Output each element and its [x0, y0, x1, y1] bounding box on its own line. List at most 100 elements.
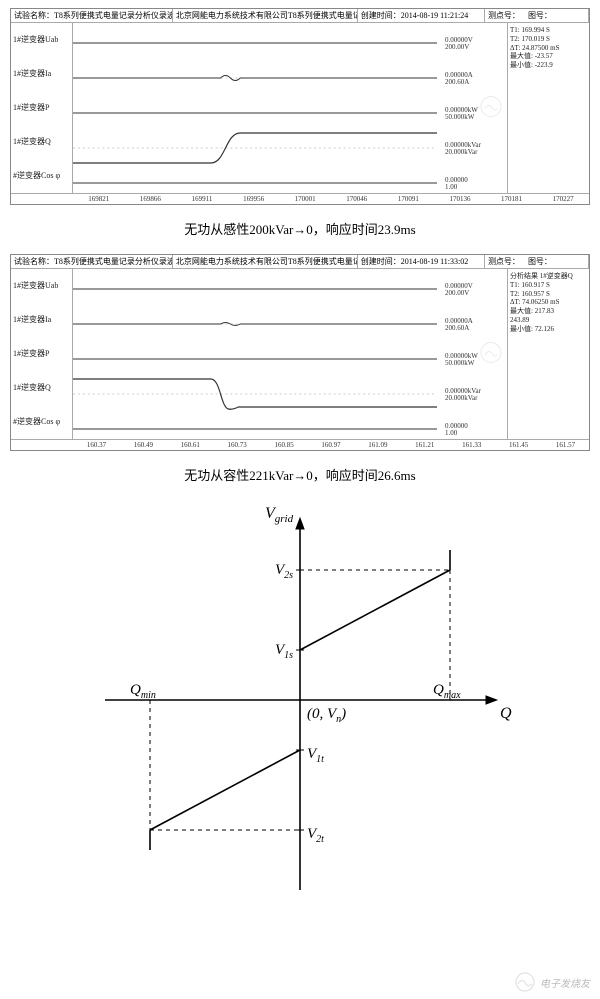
panel2-mini-watermark [479, 341, 503, 368]
qv-label-qmin: Qmin [130, 682, 156, 701]
panel2-ylabel-cos: #逆变器Cos φ [13, 418, 72, 426]
panel1-point-label: 测点号： [488, 11, 520, 20]
panel1-ylabel-q: 1#逆变器Q [13, 138, 72, 146]
panel2-ylabels: 1#逆变器Uab 1#逆变器Ia 1#逆变器P 1#逆变器Q #逆变器Cos φ [11, 269, 73, 439]
panel2-experiment-name: 试验名称：T8系列便携式电量记录分析仪录波试验 [11, 255, 173, 268]
panel2-body: 1#逆变器Uab 1#逆变器Ia 1#逆变器P 1#逆变器Q #逆变器Cos φ… [11, 269, 589, 439]
qv-label-v1s: V1s [275, 642, 293, 661]
panel2-readout-t2: T2: 160.957 S [510, 290, 587, 299]
qv-lower-line [150, 750, 300, 830]
panel2-xtick: 160.73 [214, 441, 261, 449]
panel1-xaxis: 169821 169866 169911 169956 170001 17004… [11, 193, 589, 204]
panel1-readout-min: 最小值: -223.9 [510, 61, 587, 70]
panel2-readout-min: 最小值: 72.126 [510, 325, 587, 334]
panel1-scale-ia: 0.00000A200.60A [445, 72, 505, 86]
panel1-traces-svg [73, 23, 437, 193]
panel2-readout: 分析结果 1#逆变器Q T1: 160.917 S T2: 160.957 S … [507, 269, 589, 439]
oscilloscope-panel-1: 试验名称：T8系列便携式电量记录分析仪录波试验 北京网能电力系统技术有限公司T8… [10, 8, 590, 205]
panel1-xtick: 169866 [125, 195, 177, 203]
panel2-header: 试验名称：T8系列便携式电量记录分析仪录波试验 北京网能电力系统技术有限公司T8… [11, 255, 589, 269]
panel1-ylabel-ia: 1#逆变器Ia [13, 70, 72, 78]
panel1-xtick: 170091 [383, 195, 435, 203]
qv-label-origin: (0, Vn) [307, 706, 346, 725]
panel2-xtick: 160.49 [120, 441, 167, 449]
panel2-xtick: 161.09 [354, 441, 401, 449]
panel2-xaxis: 160.37 160.49 160.61 160.73 160.85 160.9… [11, 439, 589, 450]
panel1-experiment-name: 试验名称：T8系列便携式电量记录分析仪录波试验 [11, 9, 173, 22]
qv-label-q: Q [500, 705, 512, 722]
panel1-ylabel-uab: 1#逆变器Uab [13, 36, 72, 44]
panel1-readout-max: 最大值: -23.57 [510, 52, 587, 61]
qv-label-v2s: V2s [275, 562, 293, 581]
panel2-scale-q: 0.00000kVar20.000kVar [445, 388, 505, 402]
panel2-point-label: 测点号： [488, 257, 520, 266]
panel2-point-no: 测点号： 图号： [485, 255, 589, 268]
panel1-ylabels: 1#逆变器Uab 1#逆变器Ia 1#逆变器P 1#逆变器Q #逆变器Cos φ [11, 23, 73, 193]
wave-icon [514, 971, 536, 993]
panel1-readout-dt: ΔT: 24.87500 mS [510, 44, 587, 53]
panel2-ylabel-q: 1#逆变器Q [13, 384, 72, 392]
panel2-readout-max: 最大值: 217.83 [510, 307, 587, 316]
panel1-plot: 0.00000V200.00V 0.00000A200.60A 0.00000k… [73, 23, 507, 193]
panel1-ylabel-cos: #逆变器Cos φ [13, 172, 72, 180]
qv-label-v2t: V2t [307, 826, 324, 845]
panel2-xtick: 160.97 [308, 441, 355, 449]
panel1-scale-uab: 0.00000V200.00V [445, 37, 505, 51]
panel1-xtick: 170227 [537, 195, 589, 203]
panel2-xtick: 161.45 [495, 441, 542, 449]
qv-label-qmax: Qmax [433, 682, 461, 701]
caption-1: 无功从感性200kVar→0，响应时间23.9ms [10, 219, 590, 238]
qv-svg: Vgrid Q (0, Vn) V2s V1s V1t V2t Qmin Qma… [85, 500, 515, 900]
panel1-readout-t1: T1: 169.994 S [510, 26, 587, 35]
panel1-point-no: 测点号： 图号： [485, 9, 589, 22]
panel1-readout: T1: 169.994 S T2: 170.019 S ΔT: 24.87500… [507, 23, 589, 193]
page-root: { "page": { "width": 600, "height": 999,… [0, 0, 600, 999]
panel1-title: 北京网能电力系统技术有限公司T8系列便携式电量记录分析仪录波曲线 [173, 9, 358, 22]
panel1-xtick: 170136 [434, 195, 486, 203]
site-watermark: 电子发烧友 [514, 971, 590, 993]
qv-label-v1t: V1t [307, 746, 324, 765]
panel2-readout-dt: ΔT: 74.06250 mS [510, 298, 587, 307]
panel2-scale-cos: 0.000001.00 [445, 423, 505, 437]
panel1-xtick: 170181 [486, 195, 538, 203]
panel2-title: 北京网能电力系统技术有限公司T8系列便携式电量记录分析仪录波曲线 [173, 255, 358, 268]
panel1-xtick: 169956 [228, 195, 280, 203]
panel2-trace-ia [73, 323, 437, 326]
panel1-trace-ia [73, 76, 437, 81]
qv-upper-line [300, 570, 450, 650]
panel2-create-time: 创建时间：2014-08-19 11:33:02 [358, 255, 485, 268]
panel1-xtick: 170001 [279, 195, 331, 203]
panel2-xtick: 161.33 [448, 441, 495, 449]
panel1-xtick: 169911 [176, 195, 228, 203]
panel2-readout-t1: T1: 160.917 S [510, 281, 587, 290]
panel2-xtick: 160.61 [167, 441, 214, 449]
panel2-xtick: 161.57 [542, 441, 589, 449]
qv-label-vgrid: Vgrid [265, 505, 294, 525]
panel2-xtick: 161.21 [401, 441, 448, 449]
panel2-ylabel-ia: 1#逆变器Ia [13, 316, 72, 324]
panel2-fig-label: 图号： [528, 257, 552, 266]
panel1-readout-t2: T2: 170.019 S [510, 35, 587, 44]
panel1-xtick: 169821 [73, 195, 125, 203]
panel2-plot: 0.00000V200.00V 0.00000A200.60A 0.00000k… [73, 269, 507, 439]
caption-2: 无功从容性221kVar→0，响应时间26.6ms [10, 465, 590, 484]
panel1-xtick: 170046 [331, 195, 383, 203]
panel1-ylabel-p: 1#逆变器P [13, 104, 72, 112]
panel2-xtick: 160.37 [73, 441, 120, 449]
oscilloscope-panel-2: 试验名称：T8系列便携式电量记录分析仪录波试验 北京网能电力系统技术有限公司T8… [10, 254, 590, 451]
panel1-scale-cos: 0.000001.00 [445, 177, 505, 191]
panel2-ylabel-p: 1#逆变器P [13, 350, 72, 358]
qv-diagram: Vgrid Q (0, Vn) V2s V1s V1t V2t Qmin Qma… [85, 500, 515, 900]
panel1-mini-watermark [479, 95, 503, 122]
panel2-scale-ia: 0.00000A200.60A [445, 318, 505, 332]
panel1-fig-label: 图号： [528, 11, 552, 20]
panel2-ylabel-uab: 1#逆变器Uab [13, 282, 72, 290]
panel2-traces-svg [73, 269, 437, 439]
panel2-scale-uab: 0.00000V200.00V [445, 283, 505, 297]
panel2-readout-title: 分析结果 1#逆变器Q [510, 272, 587, 281]
panel1-header: 试验名称：T8系列便携式电量记录分析仪录波试验 北京网能电力系统技术有限公司T8… [11, 9, 589, 23]
watermark-text: 电子发烧友 [540, 975, 590, 990]
panel1-scale-q: 0.00000kVar20.000kVar [445, 142, 505, 156]
panel2-readout-ex: 243.89 [510, 316, 587, 325]
panel2-xtick: 160.85 [261, 441, 308, 449]
